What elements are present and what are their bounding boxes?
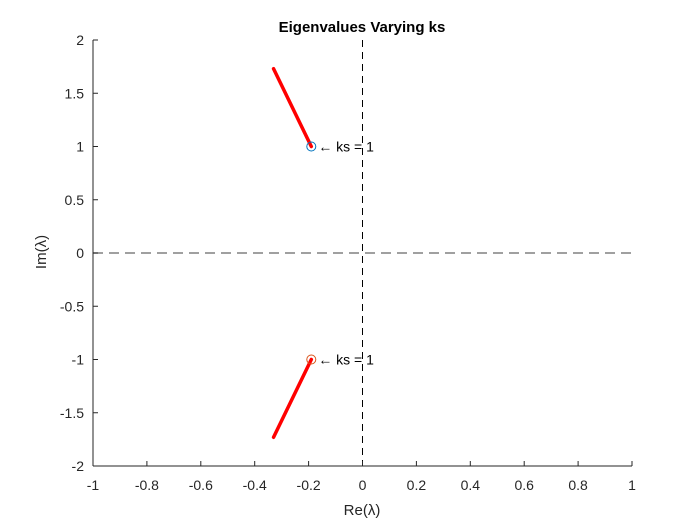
x-tick-label: 0.4 [461,477,481,493]
x-tick-label: 1 [628,477,636,493]
y-tick-label: -1.5 [60,405,84,421]
x-tick-label: -1 [87,477,100,493]
y-tick-label: -1 [72,352,85,368]
eigenvalue-marker-2 [306,354,317,365]
x-tick-label: 0.2 [407,477,427,493]
y-tick-label: -2 [72,458,85,474]
x-tick-label: -0.6 [189,477,213,493]
x-tick-label: -0.8 [135,477,159,493]
x-tick-label: -0.2 [297,477,321,493]
y-tick-label: 1 [76,139,84,155]
eigenvalue-marker-1 [306,141,317,152]
y-axis-label: Im(λ) [33,235,50,269]
plot-area: ← ks = 1 ← ks = 1 [93,40,632,466]
annotation-label-2: ← ks = 1 [318,352,374,368]
x-axis-label: Re(λ) [344,502,381,519]
axes: -1 -0.8 -0.6 -0.4 -0.2 0 0.2 0.4 0.6 0.8 1 -2 -1.5 -1… [60,32,636,493]
x-tick-label: 0.8 [568,477,588,493]
eigenvalue-locus-line-1 [271,67,314,149]
x-tick-label: -0.4 [243,477,267,493]
y-tick-label: 0.5 [65,192,85,208]
annotation-label-1: ← ks = 1 [318,139,374,155]
y-tick-label: 1.5 [65,85,85,101]
y-tick-label: 2 [76,32,84,48]
x-tick-label: 0 [359,477,367,493]
y-tick-label: -0.5 [60,298,84,314]
eigenvalue-locus-line-2 [271,357,314,439]
x-tick-label: 0.6 [514,477,534,493]
chart-title: Eigenvalues Varying ks [279,19,446,36]
y-tick-label: 0 [76,245,84,261]
